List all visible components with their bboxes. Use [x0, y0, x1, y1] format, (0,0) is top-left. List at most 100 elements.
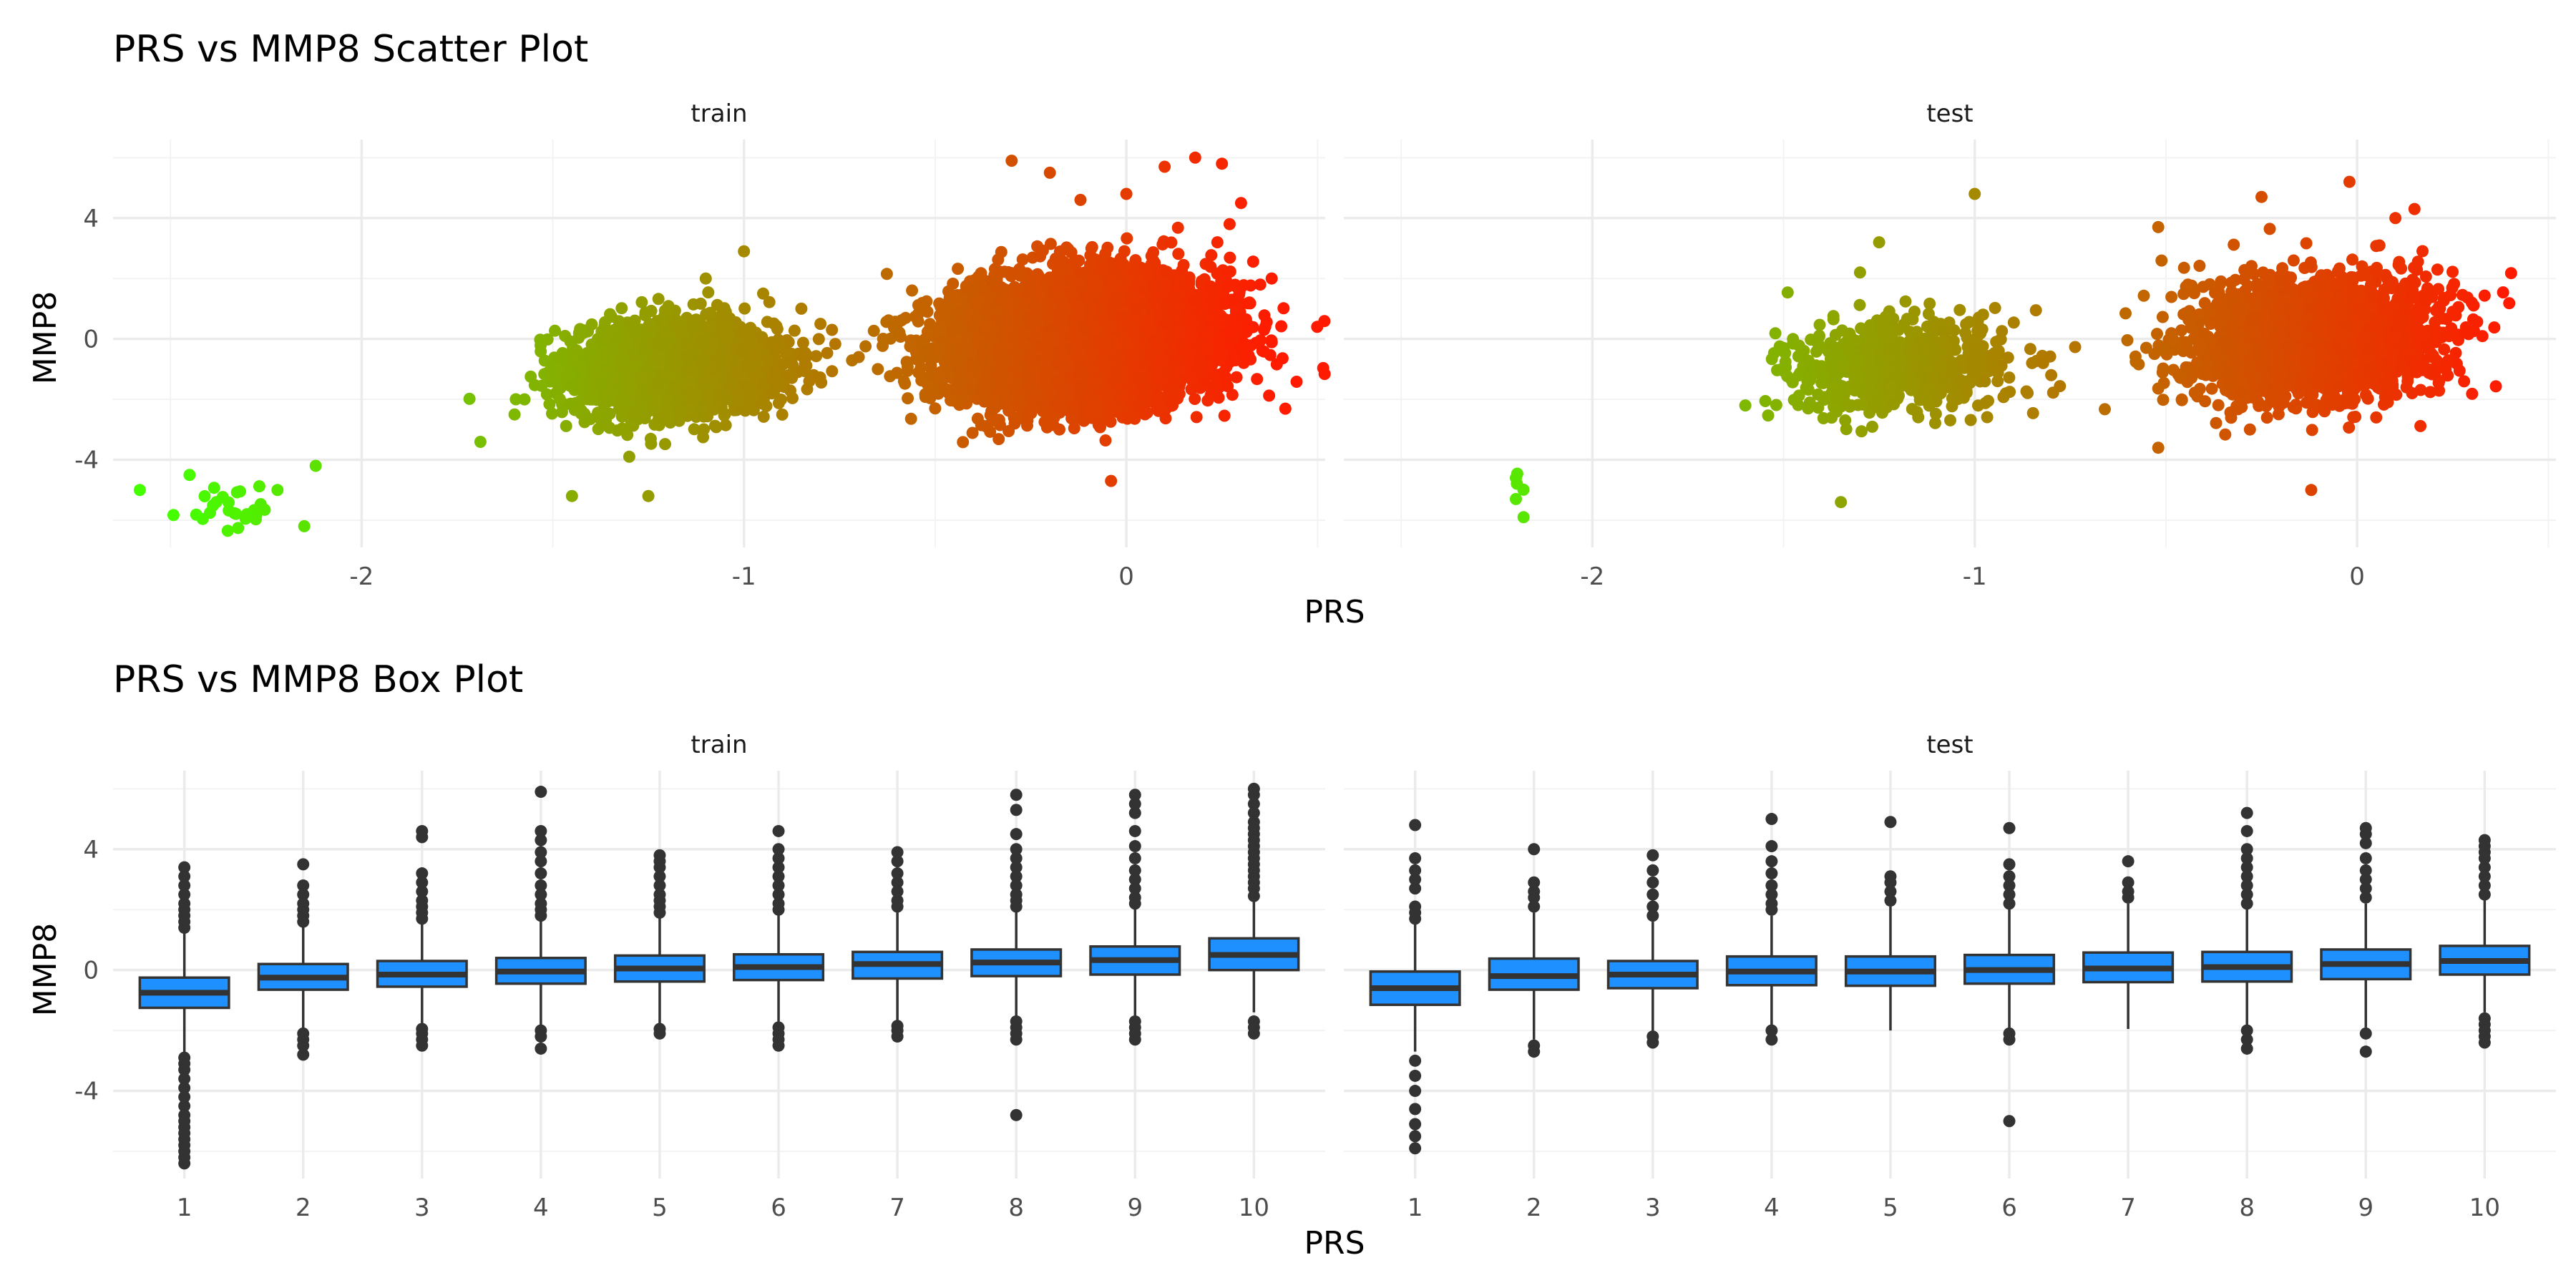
- scatter-point: [719, 419, 732, 431]
- scatter-point: [662, 300, 675, 313]
- scatter-point: [601, 361, 614, 374]
- scatter-point: [786, 358, 799, 371]
- scatter-point: [543, 398, 556, 411]
- scatter-point: [208, 482, 220, 494]
- scatter-point: [798, 365, 811, 377]
- scatter-point: [549, 324, 561, 337]
- scatter-point: [1279, 402, 1292, 415]
- scatter-point: [702, 387, 714, 400]
- scatter-point: [639, 309, 652, 322]
- scatter-point: [711, 364, 723, 377]
- scatter-point: [589, 364, 602, 376]
- scatter-point: [560, 419, 572, 432]
- scatter-point: [696, 335, 708, 348]
- scatter-point: [826, 323, 839, 336]
- scatter-point: [728, 383, 741, 396]
- scatter-point: [736, 345, 748, 358]
- scatter-point: [1172, 248, 1185, 260]
- scatter-point: [690, 391, 703, 404]
- scatter-point: [669, 397, 682, 410]
- scatter-point: [750, 348, 762, 361]
- scatter-plot: PRS vs MMP8 Scatter Plot train -2 -1 0 -40…: [27, 28, 2556, 630]
- scatter-point: [555, 406, 568, 419]
- scatter-point: [767, 317, 780, 330]
- scatter-point: [167, 509, 180, 522]
- scatter-point: [640, 391, 653, 404]
- scatter-point: [604, 308, 616, 321]
- scatter-point: [668, 358, 680, 371]
- scatter-point: [683, 374, 696, 387]
- scatter-point: [670, 315, 683, 328]
- scatter-plot-title: PRS vs MMP8 Scatter Plot: [113, 28, 588, 71]
- scatter-point: [772, 342, 785, 355]
- scatter-point: [645, 321, 657, 333]
- scatter-point: [708, 419, 721, 432]
- scatter-point: [518, 393, 531, 406]
- scatter-point: [904, 412, 917, 425]
- scatter-point: [713, 386, 726, 399]
- scatter-point: [810, 350, 823, 363]
- scatter-point: [553, 393, 566, 406]
- scatter-point: [688, 423, 701, 436]
- scatter-strip-label-train: train: [691, 99, 747, 128]
- scatter-point: [574, 395, 587, 407]
- scatter-point: [812, 333, 825, 346]
- scatter-point: [702, 286, 715, 299]
- scatter-point: [626, 361, 639, 374]
- scatter-point: [535, 339, 547, 352]
- scatter-point: [757, 410, 770, 423]
- scatter-point: [525, 370, 537, 383]
- scatter-point: [796, 336, 809, 349]
- scatter-points-train: [133, 151, 1331, 537]
- scatter-point: [635, 372, 648, 385]
- scatter-point: [720, 328, 733, 341]
- scatter-point: [799, 346, 811, 359]
- scatter-point: [463, 392, 476, 405]
- scatter-point: [821, 346, 834, 359]
- scatter-point: [250, 513, 262, 526]
- scatter-point: [598, 320, 611, 333]
- scatter-point: [546, 407, 558, 420]
- scatter-point: [605, 343, 618, 356]
- scatter-panel-train: train -2 -1 0 -404: [74, 99, 1331, 591]
- scatter-point: [615, 302, 628, 315]
- scatter-point: [694, 297, 707, 310]
- scatter-point: [697, 431, 710, 444]
- scatter-point: [509, 393, 522, 406]
- scatter-point: [645, 358, 658, 371]
- scatter-point: [786, 391, 799, 404]
- scatter-point: [738, 302, 751, 315]
- scatter-point: [788, 324, 801, 337]
- scatter-point: [232, 522, 245, 535]
- scatter-point: [681, 337, 694, 350]
- scatter-point: [635, 296, 648, 308]
- scatter-point: [190, 508, 203, 521]
- scatter-point: [565, 352, 577, 365]
- scatter-point: [663, 328, 675, 341]
- scatter-point: [645, 437, 658, 450]
- scatter-point: [782, 336, 795, 348]
- scatter-point: [230, 486, 243, 499]
- scatter-point: [563, 367, 576, 379]
- scatter-point: [610, 332, 622, 345]
- scatter-point: [718, 302, 731, 315]
- scatter-point: [584, 393, 597, 406]
- scatter-point: [542, 366, 555, 379]
- scatter-point: [731, 366, 743, 378]
- scatter-point: [198, 490, 211, 502]
- scatter-point: [564, 379, 577, 392]
- scatter-point: [615, 391, 628, 404]
- scatter-point: [801, 383, 814, 396]
- scatter-point: [474, 436, 487, 448]
- scatter-point: [867, 324, 880, 337]
- scatter-point: [743, 397, 756, 410]
- scatter-point: [756, 397, 769, 410]
- scatter-point: [766, 387, 779, 400]
- scatter-point: [718, 409, 731, 421]
- scatter-point: [695, 358, 708, 371]
- scatter-point: [1275, 320, 1288, 333]
- scatter-point: [740, 358, 753, 371]
- scatter-point: [578, 416, 591, 429]
- scatter-point: [587, 342, 600, 354]
- scatter-point: [756, 379, 769, 391]
